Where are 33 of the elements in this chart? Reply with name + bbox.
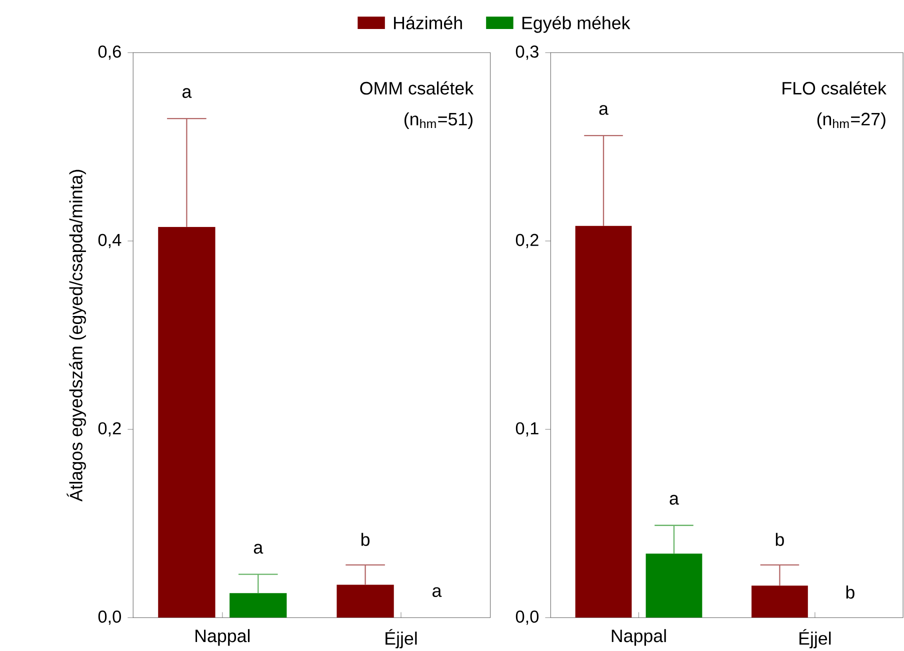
annotation: a [670,494,679,505]
text: (n$_{hm}$=51) [404,112,472,129]
legend-label: Háziméh [394,16,462,30]
text: FLO csalétek [782,81,886,95]
bar [575,226,632,618]
annotation: b [776,532,784,546]
annotation: b [361,532,370,546]
annotation: b [846,585,854,599]
y-tick-label: 0,0 [98,610,121,625]
bar [752,586,808,618]
x-tick-label: Éjjel [386,629,417,648]
annotation: a [182,88,192,98]
y-tick-label: 0,0 [516,610,539,625]
y-tick-label: 0,6 [98,45,121,60]
x-tick-label: Éjjel [800,629,831,648]
x-tick-label: Nappal [612,629,666,646]
bar [158,226,216,618]
text: (n$_{hm}$=27) [817,112,886,129]
bar [230,593,287,618]
legend-label: Egyéb méhek [522,16,630,33]
y-tick-label: 0,2 [98,422,121,436]
annotation: a [254,544,264,554]
text: OMM csalétek [360,81,474,95]
annotation: a [432,587,442,597]
bar [336,584,394,618]
bar [646,554,702,618]
y-axis-title: Átlagos egyedszám (egyed/csapda/minta) [66,170,86,502]
y-tick-label: 0,4 [98,234,122,248]
annotation: a [599,105,608,115]
x-tick-label: Nappal [196,629,250,646]
y-tick-label: 0,2 [516,234,538,248]
y-tick-label: 0,3 [516,45,538,60]
y-tick-label: 0,1 [516,422,538,436]
